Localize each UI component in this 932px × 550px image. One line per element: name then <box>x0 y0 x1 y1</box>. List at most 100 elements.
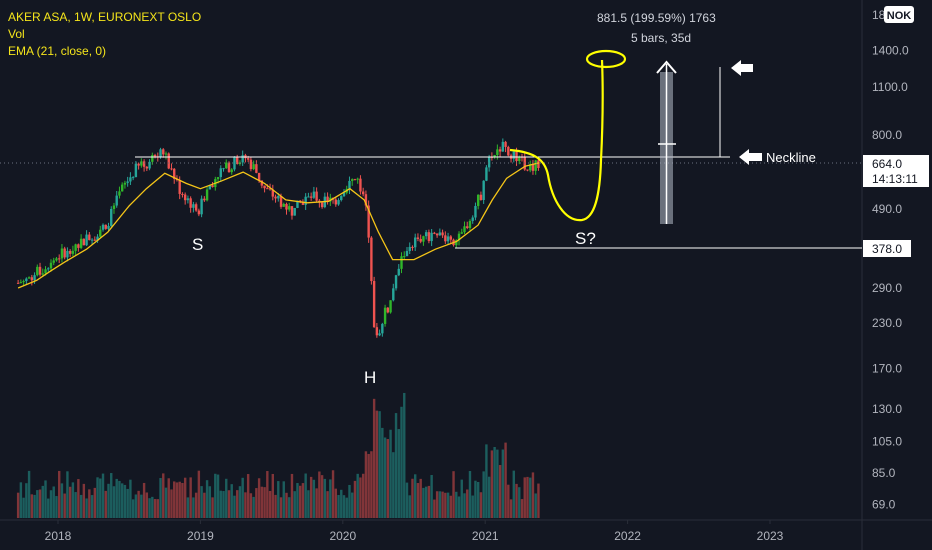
volume-bar <box>236 490 239 518</box>
candle-body <box>315 191 318 201</box>
volume-bar <box>260 486 264 518</box>
candle-body <box>455 240 458 246</box>
volume-bar <box>498 465 502 518</box>
candle-body <box>340 196 343 201</box>
volume-bar <box>520 499 524 518</box>
candle-body <box>400 256 403 269</box>
time-tick-label: 2019 <box>187 529 214 543</box>
neckline-label: Neckline <box>766 150 816 165</box>
volume-bar <box>515 483 518 518</box>
support-price-value: 378.0 <box>872 242 902 256</box>
volume-bar <box>427 485 431 518</box>
volume-bar <box>348 484 351 518</box>
volume-bar <box>364 451 368 518</box>
legend-ema[interactable]: EMA (21, close, 0) <box>8 44 107 58</box>
volume-bar <box>233 495 236 518</box>
candle-body <box>55 258 58 261</box>
volume-bar <box>186 497 190 518</box>
volume-bar <box>337 495 340 518</box>
volume-bar <box>411 478 414 518</box>
volume-bar <box>238 486 242 518</box>
volume-bar <box>537 483 540 518</box>
candle-body <box>463 226 466 233</box>
candle-body <box>466 226 469 228</box>
candle-body <box>85 234 88 246</box>
volume-bar <box>323 478 327 518</box>
volume-bar <box>203 492 206 518</box>
volume-bar <box>244 492 247 518</box>
volume-bar <box>52 486 55 518</box>
candle-body <box>372 281 376 328</box>
volume-bar <box>22 497 25 518</box>
candle-body <box>216 177 220 180</box>
time-tick-label: 2018 <box>45 529 72 543</box>
volume-bar <box>293 491 296 518</box>
volume-bar <box>482 471 485 518</box>
volume-bar <box>252 496 255 518</box>
candle-body <box>151 155 154 162</box>
candle-body <box>60 248 64 259</box>
volume-bar <box>496 449 499 518</box>
volume-bar <box>63 493 66 518</box>
candle-body <box>96 236 99 241</box>
volume-bar <box>271 473 275 518</box>
candle-body <box>320 202 324 208</box>
volume-bar <box>531 472 535 518</box>
candle-body <box>359 178 362 192</box>
volume-bar <box>485 444 488 518</box>
candle-body <box>249 159 253 170</box>
candle-body <box>58 258 61 260</box>
volume-bar <box>60 483 64 518</box>
candle-body <box>173 168 176 179</box>
candle-body <box>79 238 83 248</box>
volume-bar <box>430 475 433 518</box>
candle-body <box>181 193 184 195</box>
measure-line2: 5 bars, 35d <box>631 31 692 45</box>
candle-body <box>537 160 540 169</box>
candle-body <box>30 277 34 281</box>
candle-body <box>49 262 53 269</box>
candle-body <box>183 194 187 201</box>
volume-bar <box>181 482 184 518</box>
candle-body <box>41 273 44 275</box>
volume-bar <box>88 489 91 518</box>
legend-volume[interactable]: Vol <box>8 27 25 41</box>
candle-body <box>334 199 337 205</box>
candle-body <box>192 204 195 208</box>
volume-bar <box>55 496 58 518</box>
volume-bar <box>99 478 102 518</box>
candle-body <box>167 153 170 169</box>
candle-body <box>33 275 36 281</box>
volume-bar <box>381 427 384 518</box>
neckline-arrow-icon <box>739 149 762 165</box>
time-tick-label: 2020 <box>329 529 356 543</box>
volume-bar <box>159 478 162 518</box>
candle-body <box>263 185 266 189</box>
volume-bar <box>304 473 307 518</box>
volume-bar <box>408 495 411 518</box>
volume-bar <box>457 496 461 518</box>
volume-bar <box>68 486 72 518</box>
legend-symbol[interactable]: AKER ASA, 1W, EURONEXT OSLO <box>8 10 202 24</box>
time-tick-label: 2022 <box>614 529 641 543</box>
volume-bar <box>307 490 310 518</box>
candle-body <box>326 196 329 202</box>
candle-body <box>405 250 409 257</box>
volume-bar <box>41 485 44 518</box>
volume-bar <box>290 473 294 518</box>
candle-body <box>529 164 532 171</box>
volume-bar <box>189 477 192 518</box>
candle-body <box>162 149 165 155</box>
volume-bar <box>268 490 272 518</box>
candle-body <box>312 191 316 198</box>
candle-body <box>222 168 225 170</box>
candle-body <box>389 300 392 313</box>
candle-body <box>200 198 203 215</box>
currency-badge[interactable] <box>884 6 914 23</box>
candle-body <box>90 239 94 241</box>
candle-body <box>27 277 31 279</box>
volume-bar <box>320 475 324 518</box>
volume-bar <box>416 483 420 518</box>
candle-body <box>394 275 398 289</box>
